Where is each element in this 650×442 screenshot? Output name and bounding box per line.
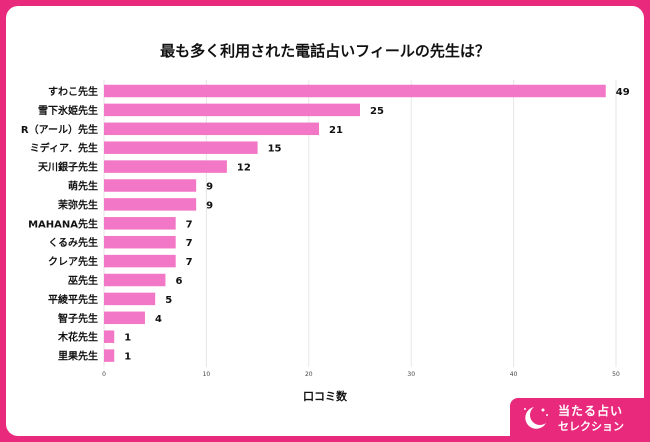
value-label: 7 [186,219,193,230]
value-label: 15 [268,144,282,155]
value-label: 21 [329,125,343,136]
category-label: くるみ先生 [48,236,98,249]
value-label: 1 [124,333,131,344]
brand-name-line2: セレクション [558,420,624,433]
category-label: 茉弥先生 [58,198,98,211]
moon-icon [524,407,548,429]
bar [104,292,156,306]
category-label: ミディア．先生 [30,142,98,155]
category-label: 雪下氷姫先生 [38,104,98,117]
category-label: 萌先生 [68,180,98,193]
bar [104,349,115,362]
category-label: 里果先生 [58,350,98,363]
category-label: 平綾平先生 [48,293,98,306]
bar [104,160,227,173]
value-label: 49 [616,87,630,98]
bar [104,103,360,117]
value-label: 25 [370,106,384,117]
category-label: MAHANA先生 [28,217,98,230]
bar [104,141,258,154]
bar [104,254,176,268]
x-tick-label: 50 [612,371,620,378]
category-label: 巫先生 [68,274,98,287]
value-label: 4 [155,314,162,325]
bar [104,235,176,249]
category-label: クレア先生 [48,255,98,268]
value-label: 1 [124,352,131,363]
x-tick-label: 20 [305,371,313,378]
category-label: 天川銀子先生 [38,161,98,174]
value-label: 5 [165,295,172,306]
bar [104,179,197,192]
x-tick-label: 0 [102,371,106,378]
x-tick-label: 10 [203,371,211,378]
x-tick-label: 40 [510,371,518,378]
bar [104,330,115,343]
bar [104,273,166,287]
bar [104,311,145,325]
category-label: R（アール）先生 [21,123,98,136]
value-label: 9 [206,200,213,211]
chart-title: 最も多く利用された電話占いフィールの先生は？ [160,42,490,60]
x-tick-label: 30 [407,371,415,378]
category-label: すわこ先生 [48,85,98,98]
brand-logo: 当たる占い セレクション [510,398,644,436]
value-label: 6 [175,276,182,287]
value-label: 7 [186,257,193,268]
brand-name-line1: 当たる占い [558,404,624,418]
bar [104,198,197,211]
bar [104,217,176,230]
x-axis-label: 口コミ数 [303,390,347,403]
category-label: 木花先生 [57,331,98,344]
bar [104,122,320,136]
bar [104,84,606,98]
value-label: 7 [186,238,193,249]
value-label: 9 [206,182,213,193]
bars [104,84,606,362]
category-label: 智子先生 [58,312,98,325]
value-label: 12 [237,163,251,174]
